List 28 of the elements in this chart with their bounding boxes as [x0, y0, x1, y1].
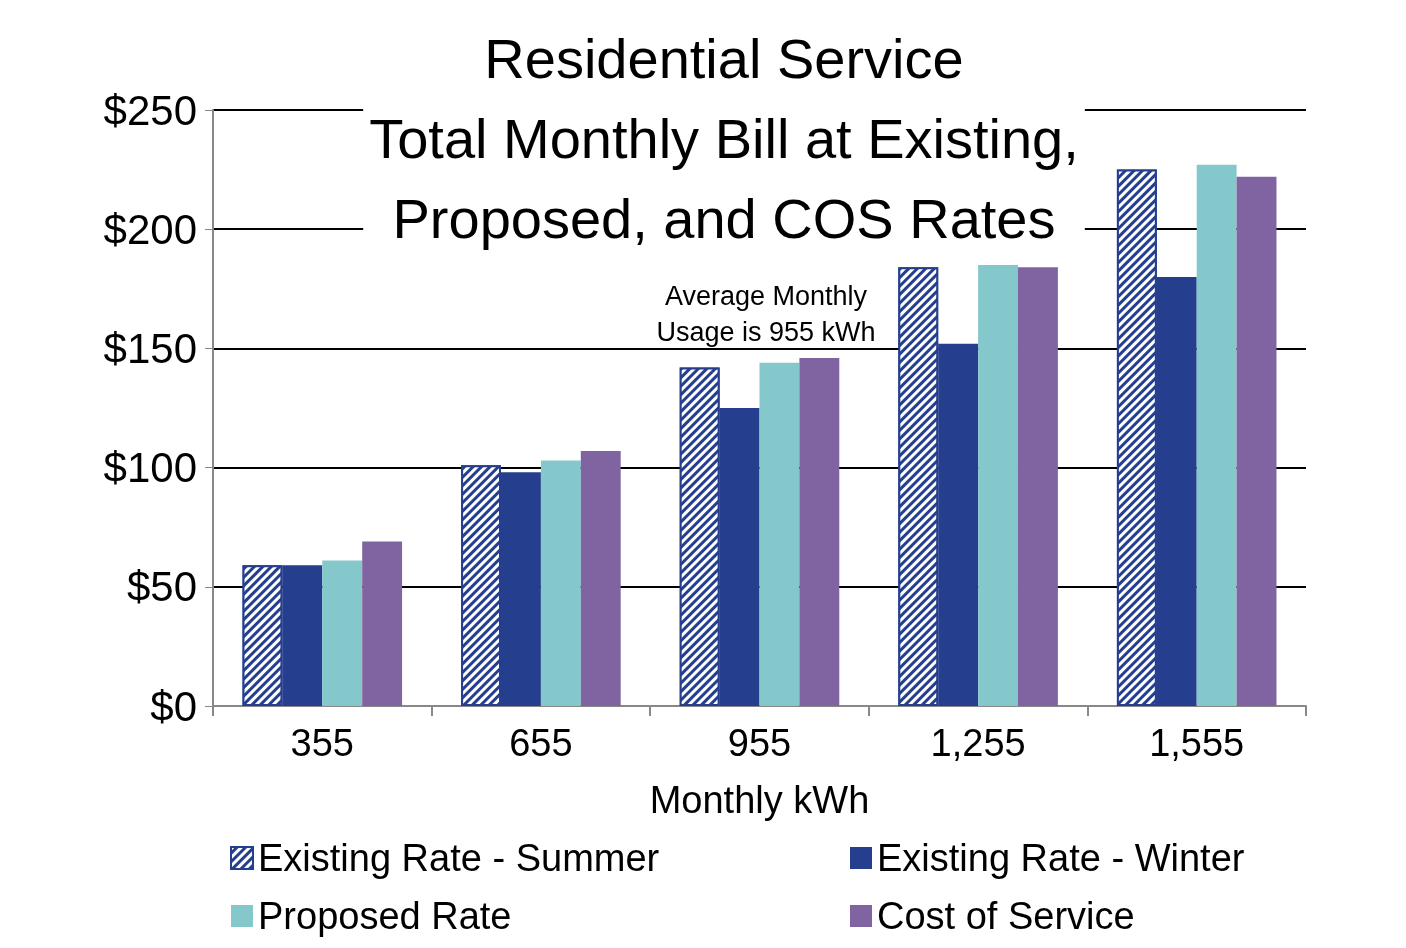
bar [322, 560, 363, 706]
annotation: Average Monthly Usage is 955 kWh [656, 281, 876, 347]
x-tick-label: 955 [727, 722, 792, 764]
y-tick-label: $100 [103, 444, 197, 492]
x-axis-title: Monthly kWh [649, 779, 870, 821]
legend-label: Proposed Rate [258, 895, 512, 937]
y-tick-label: $250 [103, 86, 197, 134]
y-tick-label: $50 [126, 563, 197, 611]
bar [1017, 267, 1058, 706]
y-tick-label: $200 [103, 205, 197, 253]
bar [362, 541, 403, 706]
x-tick-label: 355 [290, 722, 354, 764]
bar [978, 264, 1018, 706]
x-tick-label: 655 [509, 722, 573, 764]
bar [540, 460, 581, 706]
legend-label: Existing Rate - Winter [877, 837, 1245, 879]
chart-title: Residential Service Total Monthly Bill at Existing, Proposed, and COS Rates [369, 26, 1079, 250]
legend-label: Existing Rate - Summer [258, 837, 660, 879]
bar [1196, 164, 1237, 706]
x-tick-label: 1,555 [1149, 722, 1245, 764]
bar [580, 450, 621, 706]
legend-label: Cost of Service [877, 895, 1135, 937]
y-tick-label: $150 [103, 324, 197, 372]
bar [1236, 176, 1277, 706]
x-tick-label: 1,255 [930, 722, 1026, 764]
bar [799, 357, 840, 706]
bar [759, 362, 800, 706]
y-tick-label: $0 [150, 682, 197, 730]
